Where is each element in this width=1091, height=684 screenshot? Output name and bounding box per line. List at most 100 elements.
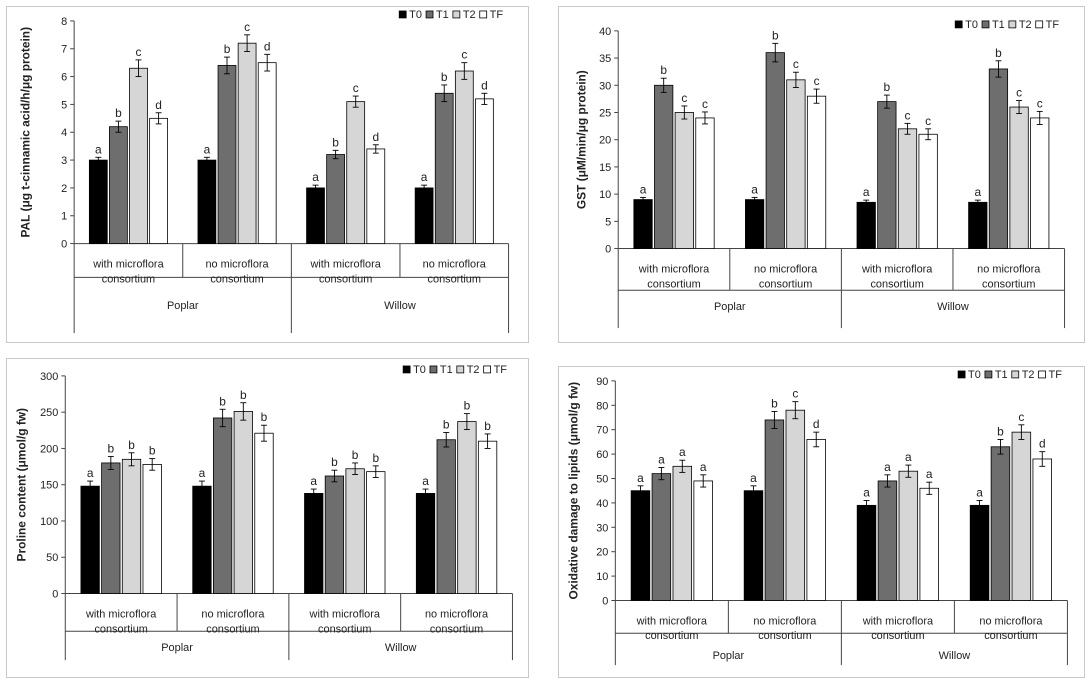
gst-legend-swatch-t2 [1008, 20, 1017, 29]
proline-bar-tf [254, 432, 274, 594]
lipid-legend-swatch-t0 [957, 370, 966, 379]
pal-legend-label: T0 [409, 9, 422, 21]
lipid-y-tick-label: 0 [602, 595, 608, 607]
proline-significance-label: b [372, 451, 379, 465]
proline-significance-label: b [108, 441, 115, 455]
pal-legend-swatch-t2 [452, 10, 461, 19]
proline-significance-label: b [149, 444, 156, 458]
gst-bar-t1 [654, 84, 674, 249]
lipid-bar-t1 [877, 480, 898, 601]
lipid-bar-tf [693, 480, 713, 601]
gst-category-label: consortium [647, 278, 700, 290]
gst-chart-panel: 0 5 10 15 20 25 30 35 40 GST (μM/min/μg protein) w… [558, 6, 1085, 343]
pal-significance-label: c [136, 45, 142, 59]
pal-bar-t1 [109, 126, 128, 244]
lipid-legend-swatch-t1 [984, 370, 993, 379]
proline-legend-label: T1 [440, 364, 453, 376]
proline-significance-label: a [87, 466, 94, 480]
pal-category-label: consortium [428, 273, 481, 285]
pal-y-tick-label: 3 [61, 155, 67, 167]
proline-y-tick-label: 0 [52, 589, 58, 601]
proline-group-label: Poplar [161, 642, 193, 654]
gst-y-tick-label: 10 [599, 189, 611, 201]
lipid-bar-t0 [630, 490, 651, 601]
proline-significance-label: b [128, 438, 135, 452]
lipid-y-tick-label: 70 [596, 425, 608, 437]
lipid-category-label: consortium [758, 630, 811, 642]
lipid-significance-label: d [813, 417, 820, 431]
lipid-bar-t0 [856, 504, 877, 601]
pal-bar-t2 [237, 42, 257, 244]
proline-y-tick-label: 300 [40, 371, 58, 383]
gst-significance-label: c [793, 57, 799, 71]
gst-bar-tf [1030, 117, 1050, 249]
pal-bar-tf [366, 148, 386, 244]
lipid-y-tick-label: 90 [596, 376, 608, 388]
pal-bar-t2 [454, 70, 474, 244]
lipid-significance-label: a [926, 467, 933, 481]
gst-legend-swatch-t0 [954, 20, 963, 29]
gst-bar-t2 [786, 79, 806, 249]
lipid-significance-label: a [884, 460, 891, 474]
proline-category-label: no microflora [201, 608, 265, 620]
proline-bar-t1 [213, 417, 233, 594]
gst-y-tick-label: 5 [605, 216, 611, 228]
pal-category-label: with microflora [92, 258, 164, 270]
proline-legend-label: TF [494, 364, 508, 376]
gst-legend-swatch-tf [1035, 20, 1044, 29]
pal-significance-label: c [461, 48, 467, 62]
lipid-significance-label: a [905, 450, 912, 464]
pal-significance-label: a [204, 142, 211, 156]
proline-category-label: with microflora [85, 608, 157, 620]
pal-category-label: no microflora [205, 258, 269, 270]
proline-bar-t1 [436, 439, 456, 594]
lipid-significance-label: a [976, 485, 983, 499]
proline-significance-label: a [422, 474, 429, 488]
proline-category-label: with microflora [309, 608, 381, 620]
proline-significance-label: b [484, 419, 491, 433]
pal-y-tick-label: 6 [61, 72, 67, 84]
gst-category-label: consortium [982, 278, 1035, 290]
pal-group-label: Poplar [167, 300, 199, 312]
proline-category-label: consortium [206, 623, 259, 635]
gst-bar-t2 [674, 112, 694, 249]
lipid-bar-t2 [672, 465, 693, 601]
lipid-y-axis-title: Oxidative damage to lipids (μmol/g fw) [567, 382, 581, 600]
lipid-y-tick-label: 80 [596, 400, 608, 412]
proline-significance-label: b [219, 394, 226, 408]
gst-significance-label: b [884, 80, 891, 94]
gst-bar-tf [918, 133, 938, 249]
pal-y-tick-label: 0 [61, 239, 67, 251]
lipid-bar-t1 [990, 446, 1011, 601]
gst-significance-label: c [925, 114, 931, 128]
lipid-category-label: with microflora [636, 615, 708, 627]
pal-bar-t0 [414, 187, 434, 244]
lipid-bar-t0 [743, 490, 764, 601]
proline-y-tick-label: 150 [40, 480, 58, 492]
proline-bar-t0 [80, 485, 100, 594]
lipid-group-label: Willow [939, 650, 971, 662]
pal-category-label: consortium [319, 273, 372, 285]
gst-significance-label: c [814, 74, 820, 88]
pal-y-tick-label: 4 [61, 127, 67, 139]
proline-y-tick-label: 250 [40, 407, 58, 419]
pal-category-label: with microflora [309, 258, 381, 270]
pal-chart-panel: 0 1 2 3 4 5 6 7 8 PAL (μg t-cinnamic acid/h/μg pr… [6, 6, 529, 343]
pal-bar-tf [475, 98, 494, 244]
gst-significance-label: c [1016, 86, 1022, 100]
gst-y-tick-label: 35 [599, 53, 611, 65]
gst-bar-t1 [877, 101, 897, 249]
gst-significance-label: a [751, 182, 758, 196]
lipid-bar-t2 [1011, 431, 1032, 601]
gst-bar-t0 [745, 199, 765, 249]
proline-bar-t0 [415, 493, 436, 594]
lipid-bar-t0 [969, 504, 990, 601]
gst-significance-label: a [640, 182, 647, 196]
proline-legend-label: T0 [413, 364, 426, 376]
proline-bar-t2 [457, 421, 477, 594]
proline-y-axis-title: Proline content (μmol/g fw) [15, 408, 29, 561]
proline-significance-label: a [199, 466, 206, 480]
gst-significance-label: b [772, 28, 779, 42]
pal-y-tick-label: 5 [61, 99, 67, 111]
proline-bar-t0 [304, 493, 324, 594]
